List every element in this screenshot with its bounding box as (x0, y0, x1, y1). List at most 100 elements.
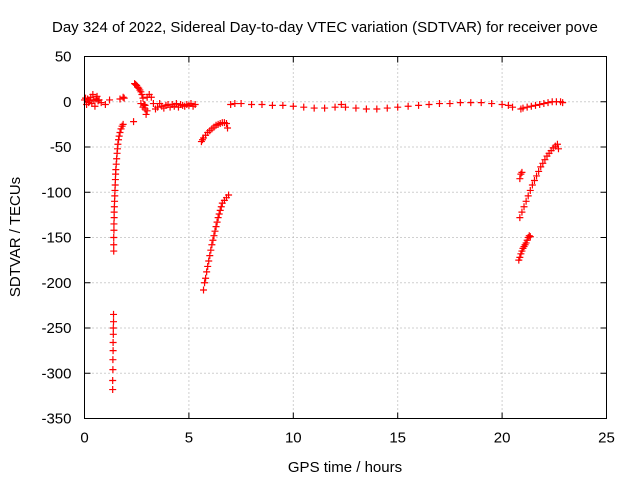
gridlines (84, 56, 607, 419)
y-tick-label: 50 (55, 49, 72, 66)
data-point (202, 274, 210, 282)
data-point (544, 99, 552, 107)
x-tick-labels: 0 5 10 15 20 25 (80, 430, 615, 447)
data-point (524, 192, 532, 200)
data-point (518, 208, 526, 216)
data-point (554, 145, 562, 153)
x-tick-label: 5 (185, 430, 193, 447)
chart-title: Day 324 of 2022, Sidereal Day-to-day VTE… (52, 19, 598, 36)
data-point (198, 136, 206, 144)
data-point (116, 129, 124, 137)
data-point (383, 104, 391, 112)
data-point (217, 203, 225, 211)
data-point (279, 101, 287, 109)
y-tick-labels: 50 0 -50 -100 -150 -200 -250 -300 -350 (41, 49, 71, 428)
data-point (210, 232, 218, 240)
data-point (205, 257, 213, 265)
data-point (209, 236, 217, 244)
data-point (139, 94, 147, 102)
data-point (211, 227, 219, 235)
data-point (106, 96, 114, 104)
data-points (81, 80, 567, 394)
data-point (533, 172, 541, 180)
data-point (321, 104, 329, 112)
data-point (200, 286, 208, 294)
data-point (519, 104, 527, 112)
data-point (215, 210, 223, 218)
data-point (425, 100, 433, 108)
data-point (231, 100, 239, 108)
data-point (110, 247, 118, 255)
data-point (224, 124, 232, 132)
data-point (110, 220, 118, 228)
data-point (206, 252, 214, 260)
data-point (109, 338, 117, 346)
data-point (415, 101, 423, 109)
data-point (526, 186, 534, 194)
data-point (289, 102, 297, 110)
data-point (214, 214, 222, 222)
x-tick-label: 25 (598, 430, 615, 447)
series-group (517, 98, 567, 113)
data-point (337, 100, 345, 108)
data-point (362, 105, 370, 113)
data-point (110, 241, 118, 249)
data-point (93, 92, 101, 100)
data-point (540, 100, 548, 108)
data-point (530, 176, 538, 184)
data-point (541, 156, 549, 164)
data-point (172, 100, 180, 108)
data-point (109, 356, 117, 364)
y-tick-label: -50 (50, 139, 72, 156)
data-point (109, 330, 117, 338)
data-point (191, 100, 199, 108)
data-point (268, 101, 276, 109)
data-point (208, 241, 216, 249)
data-point (404, 102, 412, 110)
data-point (109, 386, 117, 394)
y-tick-label: -150 (41, 230, 71, 247)
data-point (520, 203, 528, 211)
data-point (525, 232, 533, 240)
data-point (141, 101, 149, 109)
data-point (154, 103, 162, 111)
data-point (207, 246, 215, 254)
series-group (197, 119, 232, 146)
data-point (149, 100, 157, 108)
data-point (516, 175, 524, 183)
data-point (498, 100, 506, 108)
data-point (201, 279, 209, 287)
data-point (516, 253, 524, 261)
data-point (114, 140, 122, 148)
data-point (517, 170, 525, 178)
data-point (518, 168, 526, 176)
data-point (537, 163, 545, 171)
data-point (300, 103, 308, 111)
series-group (516, 140, 562, 222)
data-point (331, 103, 339, 111)
data-point (526, 233, 534, 241)
data-point (536, 100, 544, 108)
data-point (532, 101, 540, 109)
data-point (373, 105, 381, 113)
series-group (200, 191, 233, 294)
series-group (515, 232, 534, 264)
data-point (101, 100, 109, 108)
data-point (248, 100, 256, 108)
data-point (91, 102, 99, 110)
data-point (504, 101, 512, 109)
series-group (137, 91, 199, 113)
data-point (394, 103, 402, 111)
data-point (138, 91, 146, 99)
x-axis-label: GPS time / hours (288, 459, 402, 476)
data-point (110, 310, 118, 318)
x-tick-label: 15 (389, 430, 406, 447)
data-point (516, 214, 524, 222)
series-group (81, 91, 128, 110)
data-point (342, 103, 349, 111)
data-point (203, 268, 211, 276)
data-point (352, 104, 360, 112)
data-point (237, 100, 245, 108)
y-tick-label: 0 (63, 94, 71, 111)
